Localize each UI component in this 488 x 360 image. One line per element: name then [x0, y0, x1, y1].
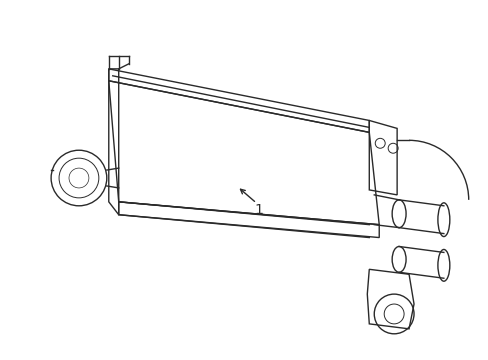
Text: 1: 1	[254, 203, 263, 217]
